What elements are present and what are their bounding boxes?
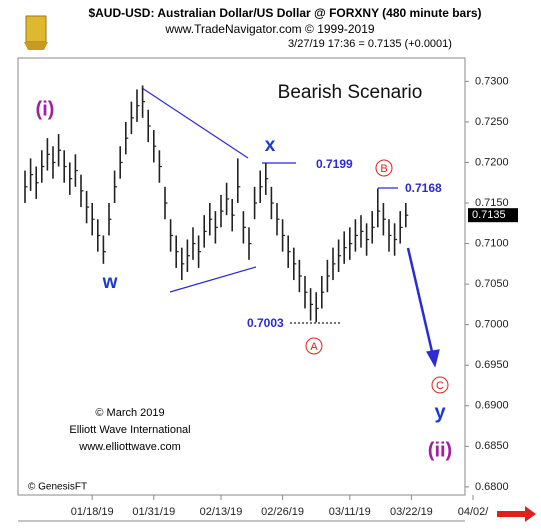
level-label: 0.7199	[316, 157, 353, 171]
logo	[24, 15, 48, 50]
x-tick-label: 01/31/19	[132, 506, 175, 518]
x-tick-label: 02/13/19	[200, 506, 243, 518]
x-tick-label: 04/02/	[458, 506, 490, 518]
wave-label: x	[265, 135, 276, 156]
y-tick-label: 0.6950	[475, 359, 509, 371]
x-tick-label: 03/22/19	[390, 506, 433, 518]
credit: Elliott Wave International	[69, 424, 190, 436]
y-tick-label: 0.6850	[475, 440, 509, 452]
y-tick-label: 0.7100	[475, 237, 509, 249]
y-tick-label: 0.7150	[475, 197, 509, 209]
wave-label: (i)	[36, 98, 55, 120]
scenario-label: Bearish Scenario	[278, 82, 423, 103]
wave-label: B	[380, 163, 387, 175]
wave-circle	[431, 376, 449, 394]
source: © GenesisFT	[28, 482, 87, 493]
credit: © March 2019	[95, 407, 164, 419]
level-label: 0.7003	[247, 316, 284, 330]
y-tick-label: 0.6900	[475, 400, 509, 412]
wave-circle	[305, 337, 323, 355]
level-label: 0.7168	[405, 181, 442, 195]
quote: 3/27/19 17:36 = 0.7135 (+0.0001)	[288, 38, 452, 50]
last-price-label: 0.7135	[472, 209, 506, 221]
plot-frame	[17, 57, 466, 496]
last-price-box	[468, 208, 518, 223]
wave-label: C	[436, 380, 444, 392]
wave-label: (ii)	[428, 439, 452, 461]
scroll-arrow[interactable]	[497, 506, 536, 522]
trend-lines	[141, 87, 440, 368]
chart-title: $AUD-USD: Australian Dollar/US Dollar @ …	[88, 6, 481, 20]
wave-label: y	[434, 401, 446, 423]
y-tick-label: 0.6800	[475, 481, 509, 493]
y-tick-label: 0.7200	[475, 156, 509, 168]
x-tick-label: 01/18/19	[71, 506, 114, 518]
wave-label: A	[310, 341, 318, 353]
y-tick-label: 0.7050	[475, 278, 509, 290]
subtitle: www.TradeNavigator.com © 1999-2019	[164, 22, 374, 36]
y-tick-label: 0.7250	[475, 116, 509, 128]
wave-circle	[375, 159, 393, 177]
wave-label: w	[102, 272, 118, 293]
x-tick-label: 03/11/19	[329, 506, 371, 518]
y-tick-label: 0.7300	[475, 75, 509, 87]
credit: www.elliottwave.com	[78, 441, 180, 453]
y-tick-label: 0.7000	[475, 319, 509, 331]
x-tick-label: 02/26/19	[261, 506, 304, 518]
